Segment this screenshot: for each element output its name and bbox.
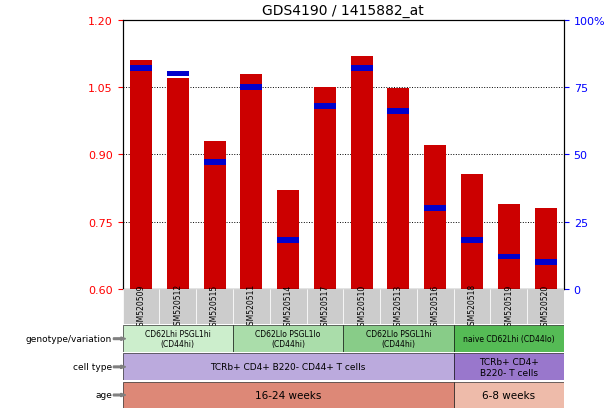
Bar <box>204 141 226 289</box>
FancyBboxPatch shape <box>454 382 564 408</box>
Bar <box>314 104 336 109</box>
Bar <box>351 57 373 289</box>
FancyBboxPatch shape <box>123 325 233 352</box>
Text: cell type: cell type <box>73 363 112 371</box>
FancyBboxPatch shape <box>270 289 306 324</box>
Bar <box>277 191 299 289</box>
FancyBboxPatch shape <box>454 289 490 324</box>
Bar <box>167 79 189 289</box>
Bar <box>240 74 262 289</box>
FancyBboxPatch shape <box>233 289 270 324</box>
Text: CD62Llo PSGL1lo
(CD44hi): CD62Llo PSGL1lo (CD44hi) <box>256 329 321 349</box>
Text: GSM520510: GSM520510 <box>357 284 366 330</box>
Bar <box>461 175 483 289</box>
Text: GSM520514: GSM520514 <box>284 284 292 330</box>
FancyBboxPatch shape <box>123 382 454 408</box>
Text: TCRb+ CD4+ B220- CD44+ T cells: TCRb+ CD4+ B220- CD44+ T cells <box>210 363 366 371</box>
Text: naive CD62Lhi (CD44lo): naive CD62Lhi (CD44lo) <box>463 335 555 343</box>
FancyBboxPatch shape <box>343 289 380 324</box>
Text: GSM520511: GSM520511 <box>247 284 256 330</box>
Bar <box>424 206 446 211</box>
Text: GSM520520: GSM520520 <box>541 284 550 330</box>
Text: GSM520509: GSM520509 <box>137 283 145 330</box>
Text: TCRb+ CD4+
B220- T cells: TCRb+ CD4+ B220- T cells <box>479 357 539 377</box>
FancyBboxPatch shape <box>454 325 564 352</box>
Bar <box>277 238 299 244</box>
FancyBboxPatch shape <box>380 289 417 324</box>
Text: GSM520515: GSM520515 <box>210 284 219 330</box>
Text: CD62Lhi PSGL1hi
(CD44hi): CD62Lhi PSGL1hi (CD44hi) <box>145 329 211 349</box>
FancyBboxPatch shape <box>343 325 454 352</box>
FancyBboxPatch shape <box>196 289 233 324</box>
Bar <box>498 254 520 260</box>
Text: GSM520518: GSM520518 <box>468 284 476 330</box>
Text: age: age <box>95 391 112 399</box>
Bar <box>461 238 483 244</box>
FancyBboxPatch shape <box>123 354 454 380</box>
FancyBboxPatch shape <box>490 289 527 324</box>
FancyBboxPatch shape <box>159 289 196 324</box>
Text: GSM520512: GSM520512 <box>173 284 182 330</box>
Text: GSM520513: GSM520513 <box>394 284 403 330</box>
Bar <box>167 71 189 77</box>
Bar <box>130 61 152 289</box>
Text: 16-24 weeks: 16-24 weeks <box>255 390 321 400</box>
Bar <box>387 89 409 289</box>
Text: GSM520519: GSM520519 <box>504 284 513 330</box>
Text: 6-8 weeks: 6-8 weeks <box>482 390 535 400</box>
Bar <box>351 66 373 72</box>
Bar <box>498 204 520 289</box>
FancyBboxPatch shape <box>417 289 454 324</box>
Bar <box>240 85 262 91</box>
Text: GSM520516: GSM520516 <box>431 284 440 330</box>
Bar <box>204 160 226 166</box>
FancyBboxPatch shape <box>306 289 343 324</box>
Bar <box>535 259 557 265</box>
Text: genotype/variation: genotype/variation <box>26 335 112 343</box>
Bar <box>130 66 152 72</box>
Text: CD62Llo PSGL1hi
(CD44hi): CD62Llo PSGL1hi (CD44hi) <box>365 329 432 349</box>
FancyBboxPatch shape <box>454 354 564 380</box>
Bar <box>314 88 336 289</box>
Bar <box>535 209 557 289</box>
FancyBboxPatch shape <box>527 289 564 324</box>
FancyBboxPatch shape <box>123 289 159 324</box>
Title: GDS4190 / 1415882_at: GDS4190 / 1415882_at <box>262 4 424 18</box>
Bar <box>424 146 446 289</box>
Bar <box>387 109 409 115</box>
FancyBboxPatch shape <box>233 325 343 352</box>
Text: GSM520517: GSM520517 <box>321 284 329 330</box>
